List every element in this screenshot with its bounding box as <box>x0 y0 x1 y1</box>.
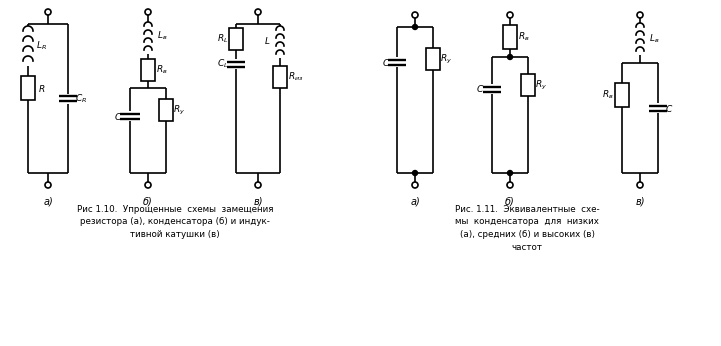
Bar <box>229 28 243 50</box>
Text: $C_{R}$: $C_{R}$ <box>75 92 87 105</box>
Text: $L_{R}$: $L_{R}$ <box>35 40 46 52</box>
Bar <box>273 66 287 88</box>
Text: в): в) <box>253 197 262 207</box>
Text: $C$: $C$ <box>114 110 122 121</box>
Text: $R_{в}$: $R_{в}$ <box>602 89 614 101</box>
Text: Рис 1.10.  Упрощенные  схемы  замещения
резистора (а), конденсатора (б) и индук-: Рис 1.10. Упрощенные схемы замещения рез… <box>76 205 273 239</box>
Bar <box>141 59 155 81</box>
Text: $C_{L}$: $C_{L}$ <box>217 58 229 70</box>
Text: $C$: $C$ <box>476 83 484 94</box>
Text: $R_{в}$: $R_{в}$ <box>518 31 530 43</box>
Text: $R$: $R$ <box>38 82 45 93</box>
Text: $L_{в}$: $L_{в}$ <box>156 30 167 42</box>
Text: $R_{у}$: $R_{у}$ <box>440 53 452 65</box>
Text: $R_{из}$: $R_{из}$ <box>288 71 304 83</box>
Text: $R_{в}$: $R_{в}$ <box>156 64 168 76</box>
Circle shape <box>508 55 513 60</box>
Text: $C$: $C$ <box>382 56 390 67</box>
Bar <box>21 76 35 100</box>
Bar <box>159 99 173 121</box>
Bar <box>615 83 629 107</box>
Bar <box>503 25 517 49</box>
Text: $L_{в}$: $L_{в}$ <box>649 33 659 45</box>
Text: $R_{у}$: $R_{у}$ <box>535 79 547 92</box>
Circle shape <box>412 25 417 29</box>
Circle shape <box>508 171 513 175</box>
Text: б): б) <box>143 197 153 207</box>
Text: в): в) <box>635 197 645 207</box>
Text: а): а) <box>410 197 420 207</box>
Text: $L$: $L$ <box>264 35 270 46</box>
Text: а): а) <box>43 197 53 207</box>
Text: Рис. 1.11.  Эквивалентные  схе-
мы  конденсатора  для  низких
(а), средних (б) и: Рис. 1.11. Эквивалентные схе- мы конденс… <box>455 205 599 252</box>
Bar <box>521 74 535 96</box>
Text: $R_{у}$: $R_{у}$ <box>173 103 185 117</box>
Bar <box>426 48 440 70</box>
Circle shape <box>412 171 417 175</box>
Text: $R_{L}$: $R_{L}$ <box>217 33 229 45</box>
Text: б): б) <box>505 197 515 207</box>
Text: $C$: $C$ <box>665 102 673 113</box>
